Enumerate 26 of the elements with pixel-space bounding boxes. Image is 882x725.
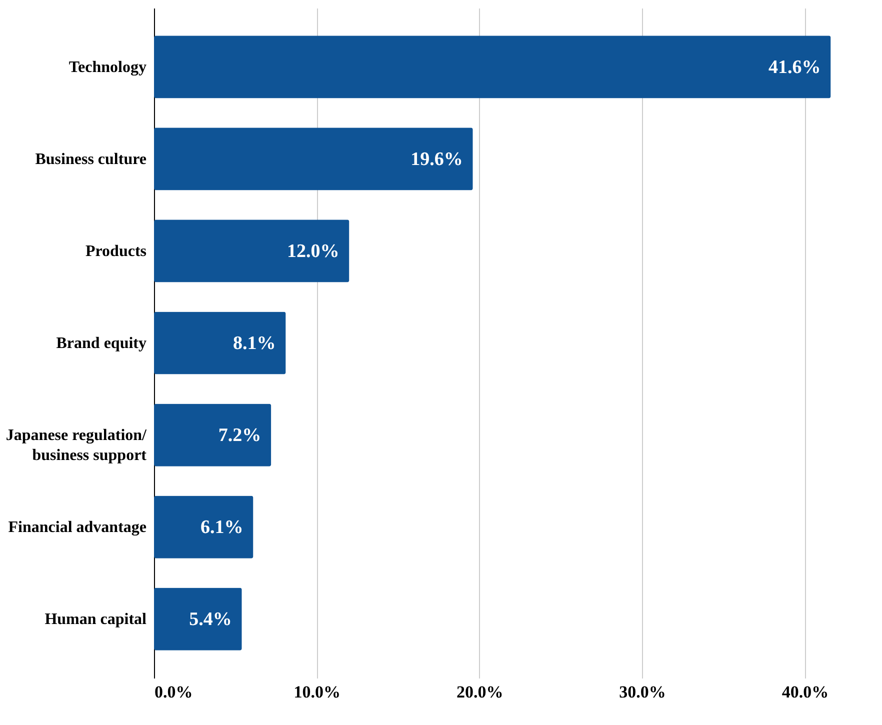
y-tick-label: Brand equity [56, 335, 146, 352]
bar [154, 404, 272, 466]
y-tick-label: Financial advantage [8, 519, 146, 536]
x-tick-label: 10.0% [294, 682, 341, 702]
data-label: 19.6% [410, 148, 463, 170]
y-tick-label: Business culture [35, 150, 146, 168]
data-label: 41.6% [768, 56, 821, 78]
x-tick-label: 30.0% [619, 682, 666, 702]
bar [154, 312, 286, 374]
y-tick-label: Technology [68, 58, 146, 76]
y-tick-label: Products [85, 242, 146, 260]
bar [154, 36, 831, 98]
x-tick-label: 20.0% [456, 682, 504, 702]
data-label: 5.4% [189, 609, 232, 630]
bar [154, 496, 254, 558]
y-tick-label: Human capital [44, 611, 148, 628]
x-tick-label: 40.0% [782, 682, 829, 702]
data-label: 8.1% [233, 333, 276, 354]
bar [154, 588, 242, 650]
data-label: 7.2% [218, 425, 262, 446]
x-tick-label: 0.0% [154, 682, 193, 702]
data-label: 12.0% [286, 240, 340, 262]
bar [154, 128, 473, 190]
bar [154, 220, 350, 282]
data-label: 6.1% [200, 517, 244, 538]
y-tick-label: Japanese regulation/ business support [6, 427, 148, 464]
